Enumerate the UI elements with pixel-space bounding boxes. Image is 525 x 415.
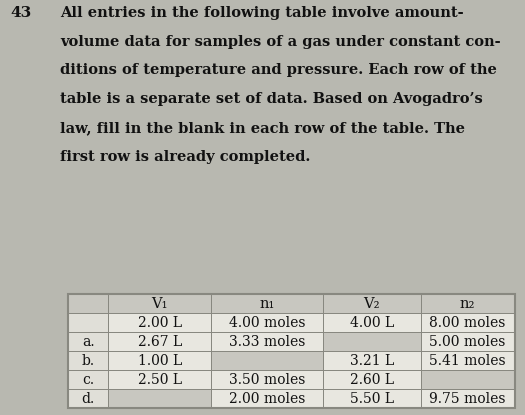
Bar	[68, 313, 109, 332]
Bar	[421, 370, 514, 389]
Bar	[109, 313, 211, 332]
Bar	[322, 294, 421, 313]
Text: c.: c.	[82, 373, 94, 387]
Text: 3.50 moles: 3.50 moles	[229, 373, 305, 387]
Text: volume data for samples of a gas under constant con-: volume data for samples of a gas under c…	[60, 34, 501, 49]
Text: n₂: n₂	[460, 297, 475, 310]
Bar	[322, 313, 421, 332]
Text: ditions of temperature and pressure. Each row of the: ditions of temperature and pressure. Eac…	[60, 63, 497, 78]
Bar	[211, 294, 322, 313]
Bar	[68, 294, 109, 313]
Bar	[421, 294, 514, 313]
Bar	[109, 294, 211, 313]
Text: 5.41 moles: 5.41 moles	[429, 354, 506, 368]
Bar	[109, 389, 211, 408]
Bar	[421, 351, 514, 370]
Bar	[109, 351, 211, 370]
Bar	[109, 294, 211, 313]
Text: first row is already completed.: first row is already completed.	[60, 150, 311, 164]
Bar	[68, 294, 109, 313]
Bar	[421, 370, 514, 389]
Bar	[109, 313, 211, 332]
Text: 2.00 moles: 2.00 moles	[229, 392, 305, 405]
Bar	[68, 351, 109, 370]
Text: 1.00 L: 1.00 L	[138, 354, 182, 368]
Text: 2.67 L: 2.67 L	[138, 334, 182, 349]
Bar	[109, 370, 211, 389]
Text: 4.00 L: 4.00 L	[350, 315, 394, 330]
Bar	[322, 313, 421, 332]
Text: 3.21 L: 3.21 L	[350, 354, 394, 368]
Bar	[109, 389, 211, 408]
Bar	[68, 389, 109, 408]
Bar	[421, 332, 514, 351]
Text: 3.33 moles: 3.33 moles	[229, 334, 305, 349]
Bar	[421, 294, 514, 313]
Bar	[211, 332, 322, 351]
Bar	[109, 370, 211, 389]
Bar	[109, 332, 211, 351]
Text: V₁: V₁	[152, 297, 168, 310]
Bar	[421, 313, 514, 332]
Bar	[421, 313, 514, 332]
Bar	[68, 389, 109, 408]
Bar	[211, 332, 322, 351]
Bar	[68, 370, 109, 389]
Bar	[211, 294, 322, 313]
Bar	[211, 389, 322, 408]
Bar	[322, 332, 421, 351]
Bar	[211, 351, 322, 370]
Bar	[421, 351, 514, 370]
Bar	[322, 294, 421, 313]
Text: a.: a.	[82, 334, 94, 349]
Bar	[421, 332, 514, 351]
Text: 8.00 moles: 8.00 moles	[429, 315, 506, 330]
Bar	[211, 313, 322, 332]
Bar	[211, 389, 322, 408]
Text: 2.50 L: 2.50 L	[138, 373, 182, 387]
Text: 2.60 L: 2.60 L	[350, 373, 394, 387]
Bar	[109, 351, 211, 370]
Bar	[68, 332, 109, 351]
Text: 5.50 L: 5.50 L	[350, 392, 394, 405]
Text: 9.75 moles: 9.75 moles	[429, 392, 506, 405]
Bar	[322, 332, 421, 351]
Text: 43: 43	[10, 5, 31, 20]
Bar	[421, 389, 514, 408]
Bar	[322, 351, 421, 370]
Bar	[322, 370, 421, 389]
Text: n₁: n₁	[259, 297, 275, 310]
Text: 2.00 L: 2.00 L	[138, 315, 182, 330]
Bar	[68, 332, 109, 351]
Bar	[109, 332, 211, 351]
Bar	[211, 370, 322, 389]
Bar	[68, 294, 514, 408]
Text: b.: b.	[82, 354, 95, 368]
Bar	[421, 389, 514, 408]
Text: law, fill in the blank in each row of the table. The: law, fill in the blank in each row of th…	[60, 121, 465, 135]
Text: d.: d.	[82, 392, 95, 405]
Text: table is a separate set of data. Based on Avogadro’s: table is a separate set of data. Based o…	[60, 93, 483, 106]
Bar	[322, 351, 421, 370]
Bar	[322, 389, 421, 408]
Text: V₂: V₂	[363, 297, 380, 310]
Text: 4.00 moles: 4.00 moles	[228, 315, 305, 330]
Bar	[211, 370, 322, 389]
Bar	[322, 389, 421, 408]
Bar	[211, 313, 322, 332]
Bar	[68, 351, 109, 370]
Bar	[68, 313, 109, 332]
Bar	[322, 370, 421, 389]
Text: 5.00 moles: 5.00 moles	[429, 334, 506, 349]
Text: All entries in the following table involve amount-: All entries in the following table invol…	[60, 5, 464, 20]
Bar	[211, 351, 322, 370]
Bar	[68, 370, 109, 389]
